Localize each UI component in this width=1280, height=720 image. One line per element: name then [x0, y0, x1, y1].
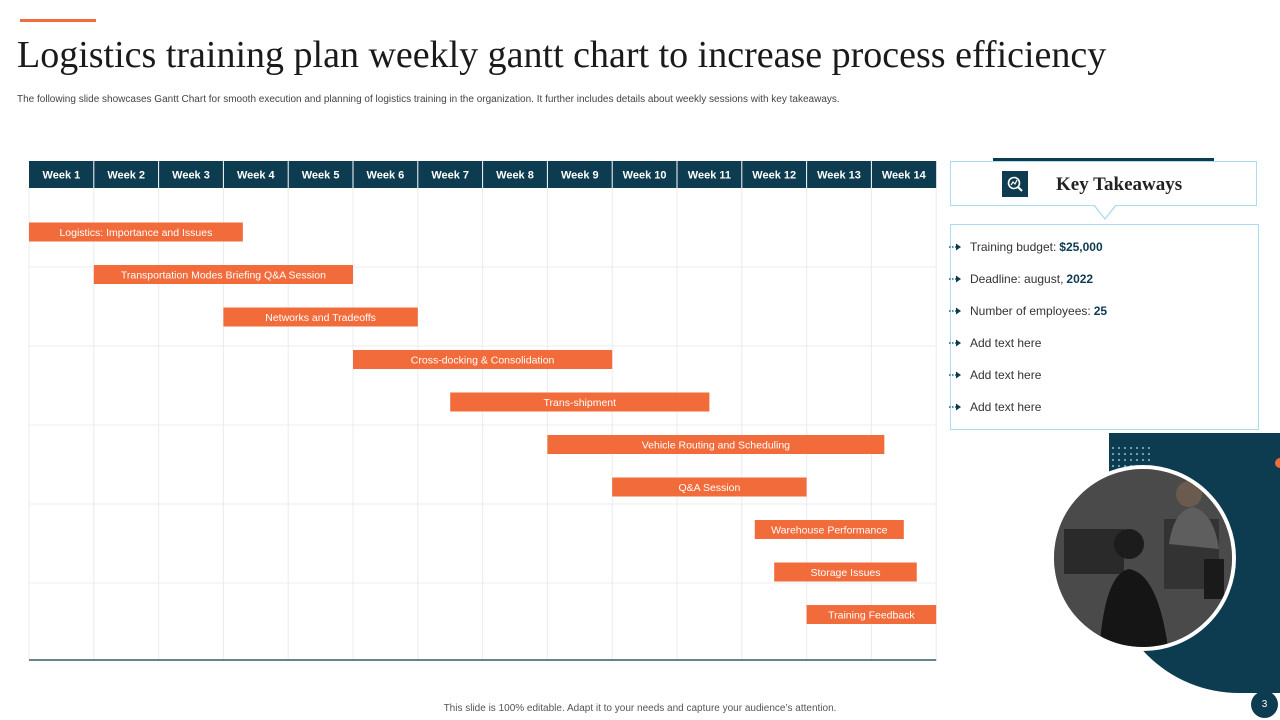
takeaway-value: 25	[1093, 304, 1108, 318]
takeaways-panel: Training budget: $25,000 Deadline: august,…	[949, 224, 1259, 430]
task-label: Storage Issues	[810, 567, 880, 579]
task-bar	[93, 265, 354, 284]
task-label: Warehouse Performance	[771, 525, 887, 537]
task-bar	[754, 520, 904, 539]
arrow-bullet-icon	[949, 307, 961, 315]
task-bar	[353, 350, 613, 369]
task-bar	[29, 222, 243, 242]
takeaway-item: Number of employees: 25	[949, 301, 1258, 333]
arrow-bullet-icon	[949, 243, 961, 251]
task-bar	[774, 562, 917, 582]
footer-note: This slide is 100% editable. Adapt it to…	[443, 703, 837, 714]
week-label: Week 3	[172, 170, 210, 182]
task-bar	[450, 392, 710, 412]
task-label: Networks and Tradeoffs	[265, 312, 376, 324]
page-subtitle: The following slide showcases Gantt Char…	[17, 94, 840, 105]
week-label: Week 11	[688, 170, 731, 182]
takeaway-label: Training budget:	[970, 240, 1057, 254]
task-label: Training Feedback	[828, 610, 915, 622]
week-label: Week 13	[817, 170, 861, 182]
week-label: Week 14	[882, 170, 927, 182]
takeaway-item: Add text here	[949, 397, 1258, 429]
page-number: 3	[1251, 691, 1278, 718]
takeaways-list: Training budget: $25,000 Deadline: august,…	[949, 237, 1258, 429]
takeaway-label: Add text here	[970, 336, 1042, 350]
task-label: Transportation Modes Briefing Q&A Sessio…	[121, 270, 326, 282]
page-title: Logistics training plan weekly gantt cha…	[17, 34, 1107, 76]
takeaway-item: Add text here	[949, 365, 1258, 397]
takeaway-item: Deadline: august, 2022	[949, 269, 1258, 301]
arrow-bullet-icon	[949, 403, 961, 411]
takeaway-label: Add text here	[970, 368, 1042, 382]
takeaway-value: 2022	[1066, 272, 1094, 286]
task-label: Vehicle Routing and Scheduling	[642, 440, 790, 452]
task-bar	[612, 477, 807, 497]
takeaway-label: Number of employees:	[970, 304, 1091, 318]
week-label: Week 2	[107, 170, 145, 182]
takeaways-pointer-fill	[1094, 204, 1116, 218]
week-label: Week 6	[367, 170, 405, 182]
task-label: Q&A Session	[678, 482, 740, 494]
week-label: Week 10	[623, 170, 667, 182]
task-bar	[547, 435, 885, 454]
analytics-icon	[1002, 171, 1028, 197]
week-label: Week 4	[237, 170, 276, 182]
week-label: Week 12	[752, 170, 796, 182]
takeaway-label: Deadline: august,	[970, 272, 1064, 286]
decorative-dot	[1275, 458, 1280, 468]
takeaways-top-line	[993, 158, 1214, 162]
title-accent-line	[20, 19, 96, 22]
week-label: Week 9	[561, 170, 599, 182]
week-label: Week 7	[431, 170, 469, 182]
takeaway-item: Add text here	[949, 333, 1258, 365]
team-photo	[1050, 465, 1236, 651]
arrow-bullet-icon	[949, 339, 961, 347]
task-label: Trans-shipment	[544, 397, 617, 409]
week-label: Week 8	[496, 170, 534, 182]
task-bar	[806, 605, 937, 624]
task-label: Cross-docking & Consolidation	[411, 355, 555, 367]
takeaways-title: Key Takeaways	[1056, 174, 1183, 195]
arrow-bullet-icon	[949, 275, 961, 283]
takeaway-value: $25,000	[1059, 240, 1103, 254]
week-label: Week 5	[302, 170, 340, 182]
week-label: Week 1	[43, 170, 81, 182]
arrow-bullet-icon	[949, 371, 961, 379]
task-label: Logistics: Importance and Issues	[59, 227, 212, 239]
takeaway-item: Training budget: $25,000	[949, 237, 1258, 269]
task-bar	[223, 307, 418, 327]
decorative-dots	[1110, 445, 1150, 467]
takeaway-label: Add text here	[970, 400, 1042, 414]
